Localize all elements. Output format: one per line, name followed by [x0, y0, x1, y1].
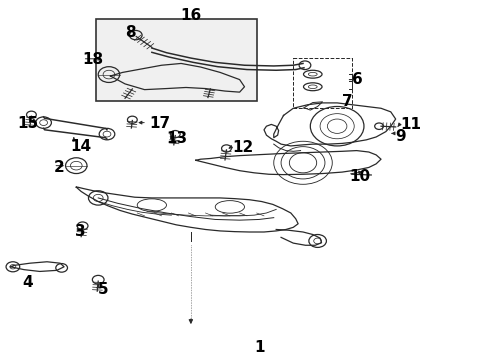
Text: 3: 3: [75, 225, 85, 239]
Text: 14: 14: [70, 139, 92, 154]
Text: 15: 15: [17, 116, 38, 131]
Text: 5: 5: [98, 282, 109, 297]
Text: 9: 9: [395, 130, 406, 144]
Text: 2: 2: [53, 160, 64, 175]
Text: 13: 13: [166, 131, 187, 146]
Text: 4: 4: [22, 275, 33, 290]
Text: 7: 7: [341, 94, 352, 109]
Text: 10: 10: [348, 169, 370, 184]
Text: 6: 6: [351, 72, 362, 87]
Bar: [96, 19, 256, 101]
Text: 18: 18: [82, 52, 103, 67]
Text: 1: 1: [253, 339, 264, 355]
Text: 17: 17: [149, 116, 170, 131]
Text: 11: 11: [400, 117, 421, 132]
Text: 8: 8: [125, 26, 136, 40]
Text: 16: 16: [180, 8, 201, 23]
Text: 12: 12: [232, 140, 253, 155]
